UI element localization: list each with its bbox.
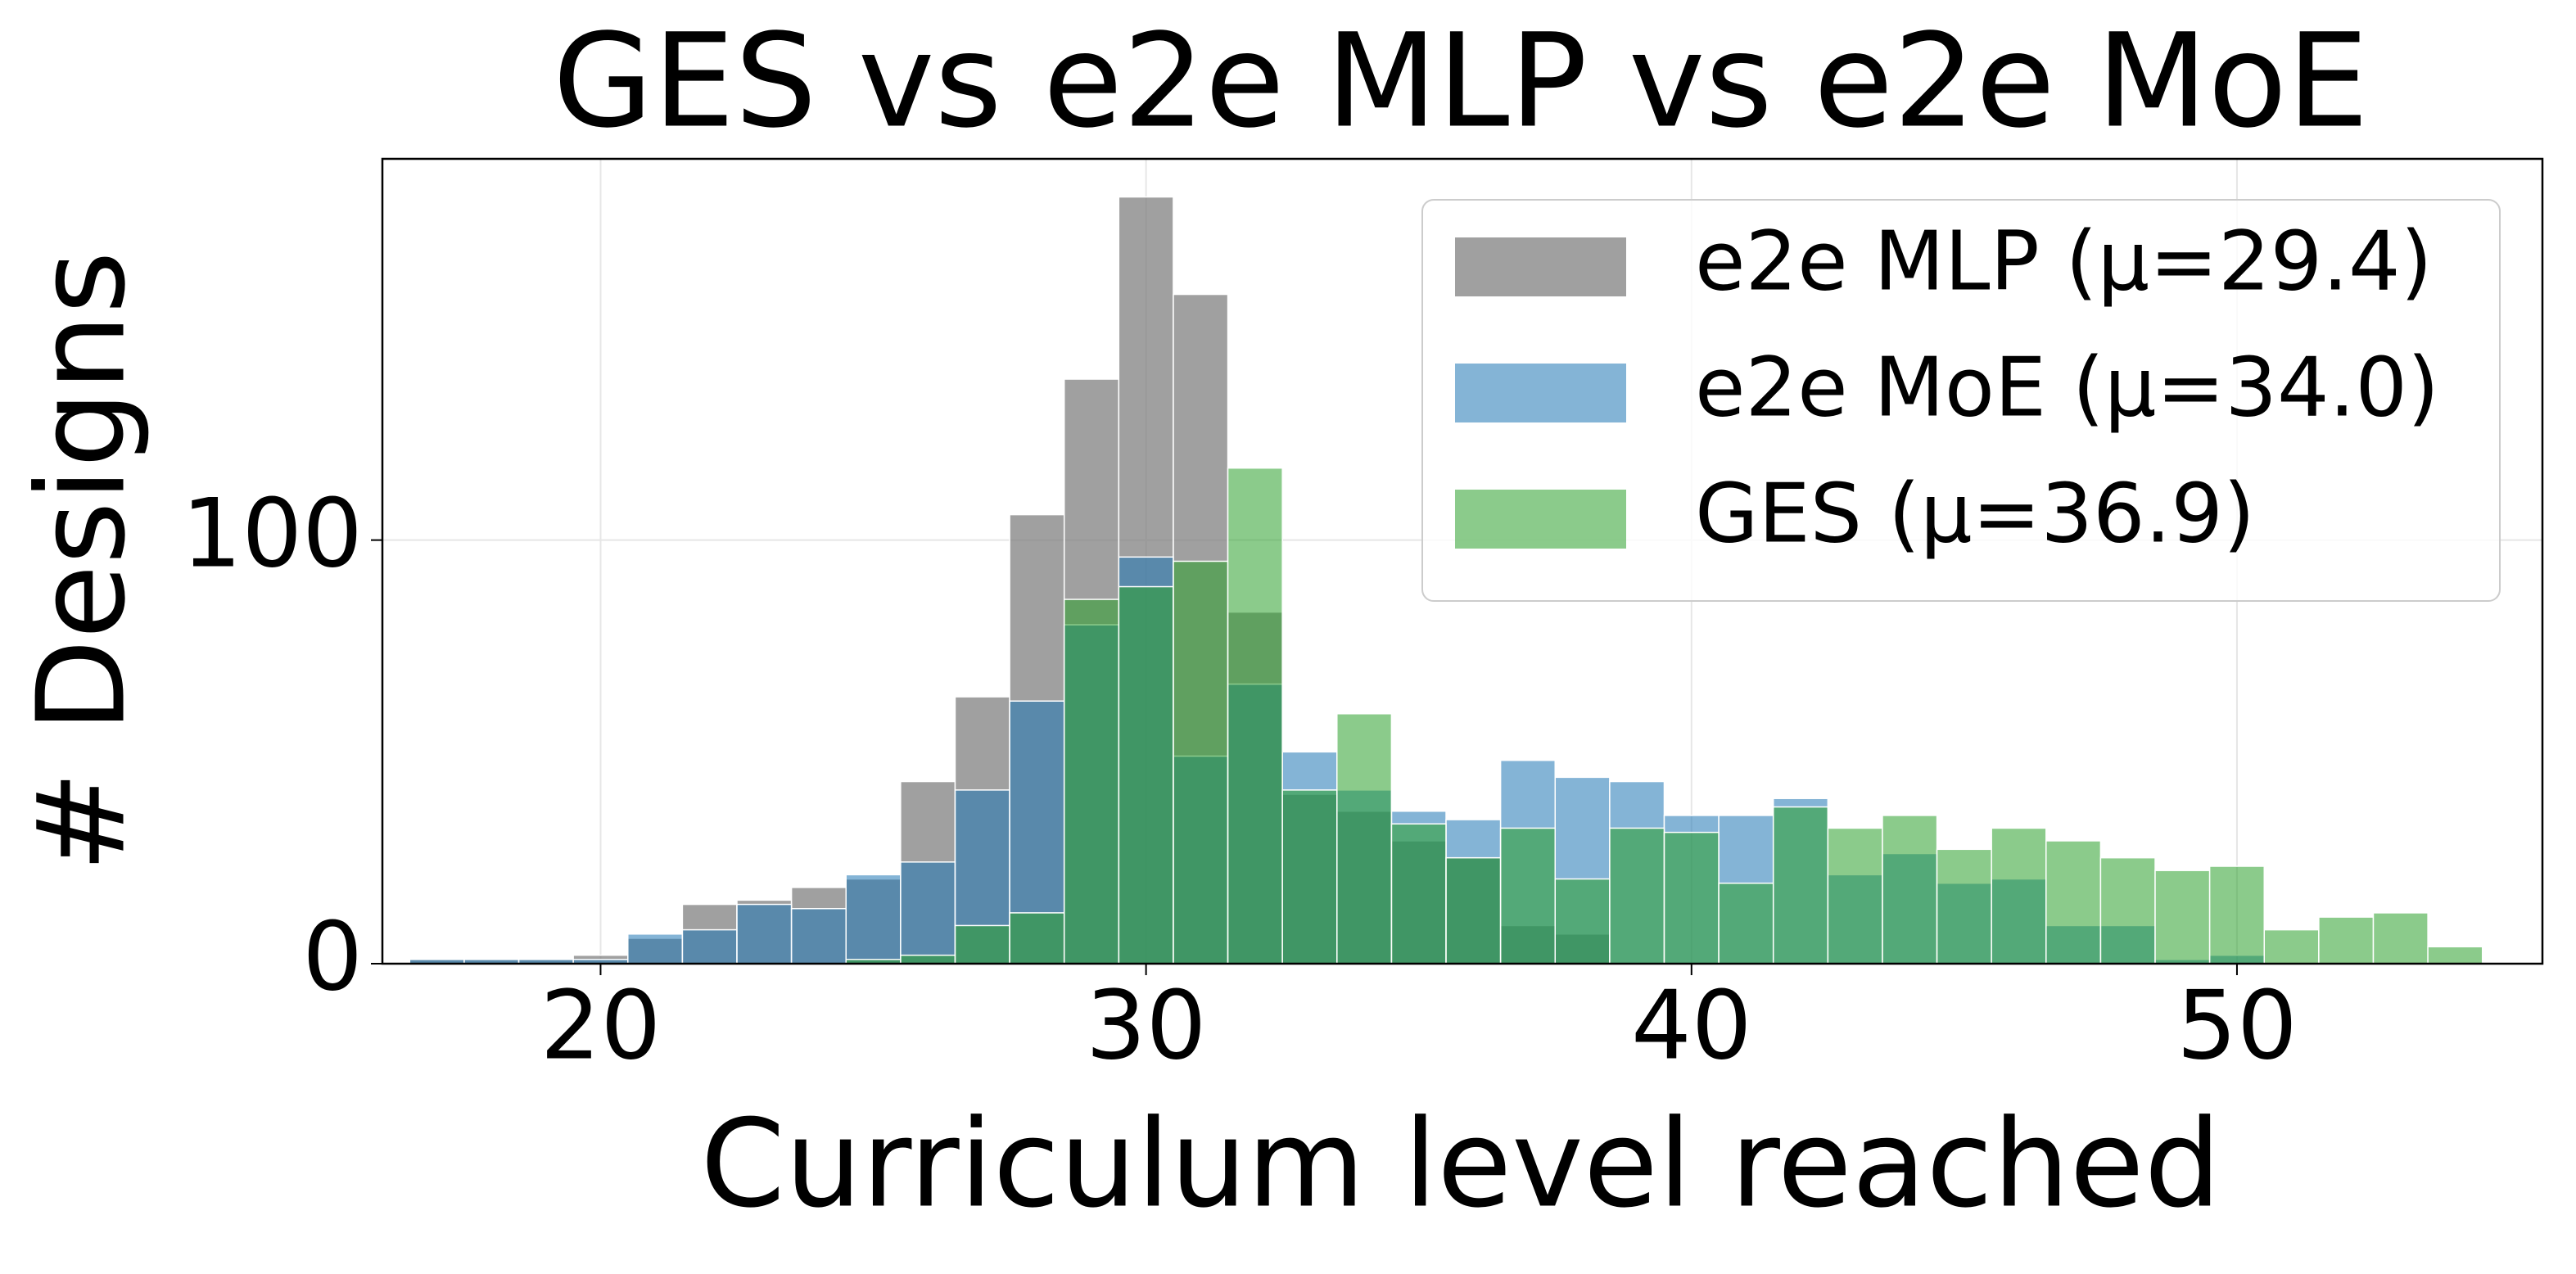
bar — [2099, 856, 2156, 965]
y-axis-label: # Designs — [11, 251, 152, 872]
bar — [1772, 806, 1829, 965]
bar — [845, 874, 902, 965]
bar — [736, 903, 793, 965]
bar — [1609, 827, 1665, 965]
bar — [1445, 856, 1502, 965]
x-axis-label: Curriculum level reached — [700, 1094, 2221, 1235]
bar — [2045, 840, 2102, 965]
legend-label: GES (μ=36.9) — [1695, 465, 2255, 561]
bar — [790, 907, 847, 965]
bar — [1718, 882, 1774, 965]
bar — [1227, 467, 1283, 965]
bar — [627, 933, 684, 965]
bar — [1936, 848, 1992, 965]
bar — [1009, 912, 1065, 965]
y-tick-label: 100 — [182, 478, 363, 589]
bar — [2208, 865, 2266, 965]
bar — [1827, 827, 1883, 965]
legend-frame — [1421, 199, 2501, 602]
bar — [900, 954, 956, 965]
bar — [1663, 831, 1720, 965]
bar — [1991, 827, 2047, 965]
legend-label: e2e MoE (μ=34.0) — [1695, 339, 2439, 435]
bar — [2263, 928, 2320, 965]
bar — [1118, 585, 1174, 965]
bar — [900, 861, 956, 965]
bar — [1173, 560, 1229, 965]
bar — [681, 928, 738, 965]
x-tick-label: 30 — [1086, 971, 1207, 1082]
legend-swatch — [1455, 237, 1626, 296]
bar — [1499, 827, 1556, 965]
x-tick-label: 50 — [2176, 971, 2298, 1082]
legend-label: e2e MLP (μ=29.4) — [1695, 213, 2433, 309]
y-tick-label: 0 — [302, 902, 363, 1013]
bar — [1882, 815, 1938, 965]
x-tick-label: 20 — [540, 971, 662, 1082]
legend-swatch — [1455, 364, 1626, 422]
legend-swatch — [1455, 490, 1626, 549]
bar — [2372, 912, 2429, 965]
bar — [2154, 870, 2211, 965]
bar — [2427, 946, 2483, 965]
bar — [954, 924, 1010, 965]
bar — [1281, 789, 1338, 965]
bar — [1390, 823, 1447, 965]
bar — [1554, 878, 1611, 965]
bar — [1336, 713, 1393, 965]
bar — [2318, 916, 2375, 965]
x-tick-label: 40 — [1631, 971, 1752, 1082]
plot-frame — [381, 157, 2544, 965]
chart-title: GES vs e2e MLP vs e2e MoE — [553, 6, 2369, 156]
bar — [1063, 599, 1120, 965]
legend: e2e MLP (μ=29.4) e2e MoE (μ=34.0) GES (μ=3… — [1421, 199, 2501, 602]
